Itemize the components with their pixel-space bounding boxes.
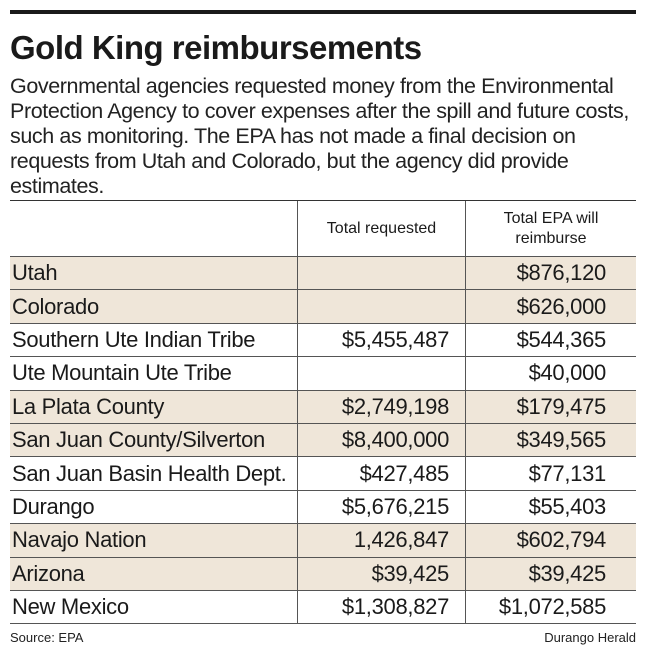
row-total-requested — [298, 357, 466, 390]
row-total-epa-reimburse: $876,120 — [466, 257, 636, 290]
row-name: Durango — [10, 490, 298, 524]
row-total-epa-reimburse: $1,072,585 — [498, 594, 606, 620]
row-total-epa-reimburse: $40,000 — [528, 360, 607, 386]
table-row: New Mexico $1,308,827 $1,072,585 — [10, 590, 636, 625]
row-name: Southern Ute Indian Tribe — [10, 323, 298, 357]
row-total-requested: $427,485 — [298, 457, 466, 490]
row-name: Arizona — [10, 557, 298, 590]
chart-title: Gold King reimbursements — [10, 29, 422, 66]
table-row: Durango $5,676,215 $55,403 — [10, 490, 636, 525]
row-total-epa-reimburse: $55,403 — [528, 493, 607, 519]
row-name: San Juan County/Silverton — [10, 423, 298, 457]
row-total-epa-reimburse: $602,794 — [466, 524, 636, 557]
chart-subtitle: Governmental agencies requested money fr… — [10, 74, 629, 198]
row-name: Navajo Nation — [10, 524, 298, 557]
row-total-epa-reimburse: $179,475 — [466, 390, 636, 423]
table-header-row: Total requested Total EPA will reimburse — [10, 201, 636, 257]
table-body: Utah $876,120 Colorado $626,000 Southern Ute… — [10, 257, 636, 625]
table-row: Navajo Nation 1,426,847 $602,794 — [10, 524, 636, 558]
row-total-requested: $5,676,215 — [298, 490, 466, 524]
row-total-requested: $2,749,198 — [298, 390, 466, 423]
table-row: Utah $876,120 — [10, 257, 636, 291]
row-total-epa-reimburse: $626,000 — [466, 290, 636, 323]
row-name: New Mexico — [10, 590, 298, 624]
row-total-requested: $39,425 — [298, 557, 466, 590]
row-total-requested: $8,400,000 — [298, 423, 466, 457]
row-name: Colorado — [10, 290, 298, 323]
row-name: San Juan Basin Health Dept. — [10, 457, 298, 490]
row-total-requested: $5,455,487 — [298, 323, 466, 357]
table-row: Arizona $39,425 $39,425 — [10, 557, 636, 591]
row-total-requested: 1,426,847 — [298, 524, 466, 557]
table-row: San Juan County/Silverton $8,400,000 $349,… — [10, 423, 636, 458]
reimbursement-table: Total requested Total EPA will reimburse… — [10, 200, 636, 625]
row-total-requested — [298, 290, 466, 323]
header-name — [10, 201, 298, 256]
row-total-epa-reimburse: $39,425 — [466, 557, 636, 590]
header-total-epa-reimburse: Total EPA will reimburse — [503, 209, 599, 247]
table-row: La Plata County $2,749,198 $179,475 — [10, 390, 636, 424]
row-total-requested — [298, 257, 466, 290]
row-total-epa-reimburse: $77,131 — [528, 460, 607, 486]
header-total-requested: Total requested — [298, 201, 466, 256]
row-total-requested: $1,308,827 — [298, 590, 466, 624]
table-row: San Juan Basin Health Dept. $427,485 $77,1… — [10, 457, 636, 491]
row-name: La Plata County — [10, 390, 298, 423]
row-total-epa-reimburse: $544,365 — [516, 326, 607, 352]
table-row: Southern Ute Indian Tribe $5,455,487 $544,… — [10, 323, 636, 358]
row-total-epa-reimburse: $349,565 — [466, 423, 636, 457]
credit-note: Durango Herald — [544, 630, 636, 645]
top-rule — [10, 10, 636, 14]
table-row: Ute Mountain Ute Tribe $40,000 — [10, 357, 636, 391]
row-name: Ute Mountain Ute Tribe — [10, 357, 298, 390]
table-row: Colorado $626,000 — [10, 290, 636, 324]
source-note: Source: EPA — [10, 630, 84, 645]
row-name: Utah — [10, 257, 298, 290]
